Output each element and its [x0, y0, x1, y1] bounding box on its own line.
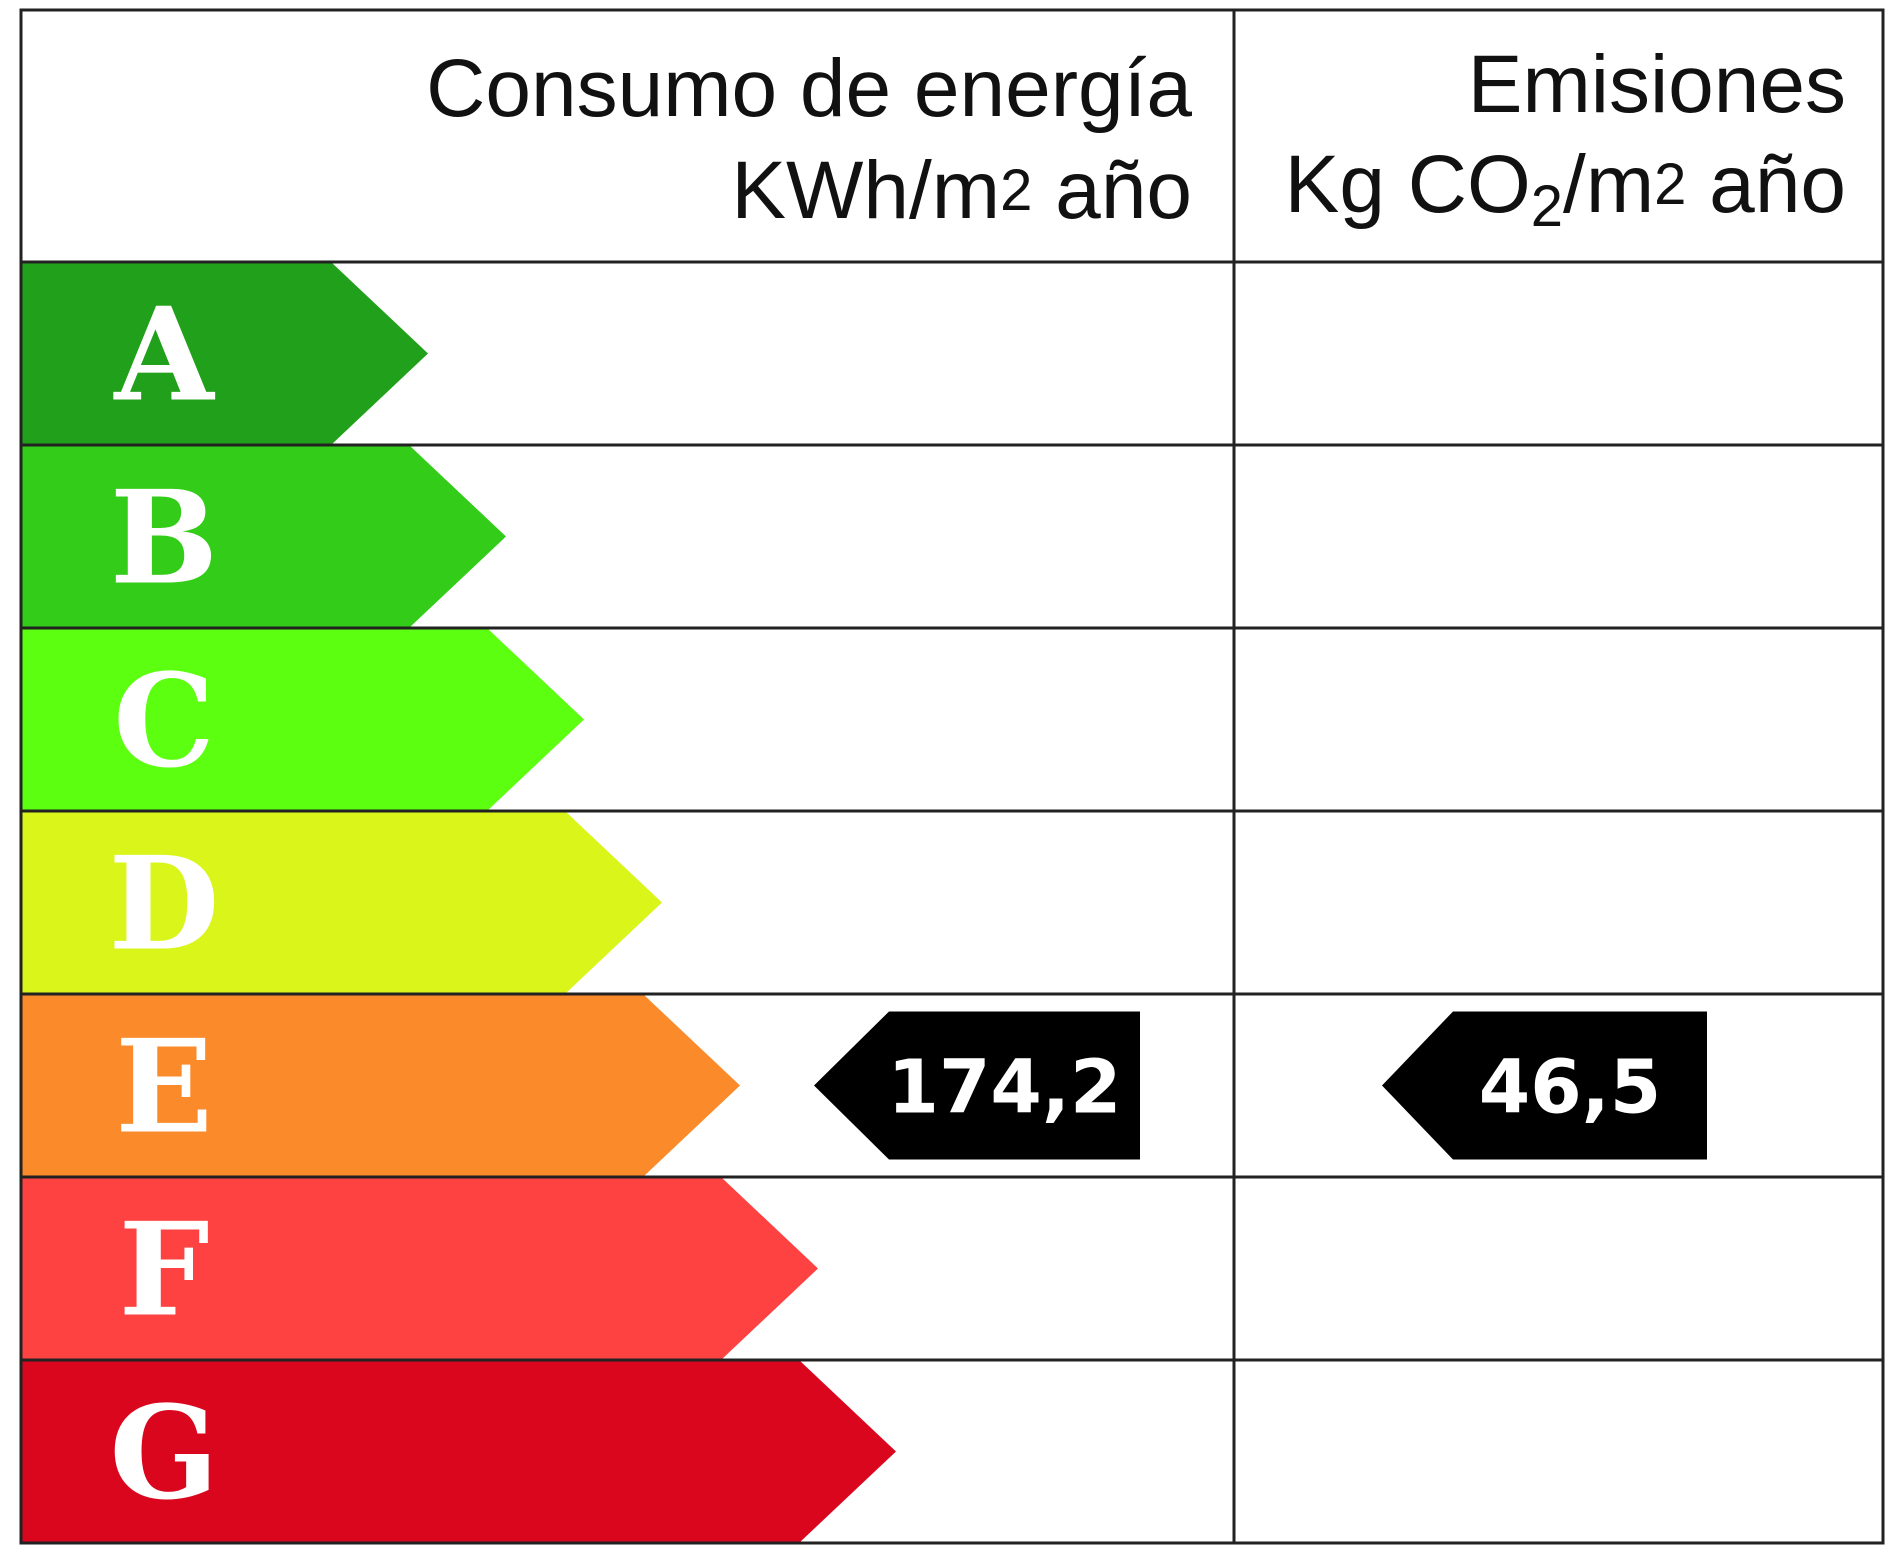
unit-part: año — [1686, 139, 1846, 230]
table-border — [19, 8, 1885, 1545]
emissions-unit: Kg CO2/m2 año — [1285, 139, 1846, 239]
class-letter: A — [113, 281, 215, 431]
class-letter: D — [109, 830, 220, 980]
unit-exponent: 2 — [1654, 152, 1686, 217]
unit-part: año — [1032, 145, 1192, 236]
class-letter: E — [115, 1013, 213, 1163]
value-marker — [814, 1011, 1140, 1160]
class-letter: F — [119, 1196, 210, 1346]
class-arrow — [21, 628, 584, 811]
class-letter: G — [109, 1379, 218, 1529]
class-letter: C — [113, 647, 215, 797]
class-arrow — [21, 1177, 818, 1360]
energy-unit: KWh/m2 año — [731, 145, 1192, 236]
class-arrow — [21, 262, 428, 445]
class-arrow — [21, 994, 740, 1177]
class-arrow — [21, 811, 662, 994]
class-letter: B — [110, 464, 218, 614]
energy-title: Consumo de energía — [426, 43, 1192, 134]
class-arrow — [21, 1360, 896, 1543]
class-arrow — [21, 445, 506, 628]
value-label: 46,5 — [1479, 1045, 1662, 1131]
unit-part: Kg CO — [1285, 139, 1531, 230]
unit-exponent: 2 — [1000, 158, 1032, 223]
value-label: 174,2 — [887, 1045, 1121, 1131]
unit-part: KWh/m — [731, 145, 1000, 236]
value-marker — [1382, 1011, 1707, 1160]
unit-part: /m — [1563, 139, 1654, 230]
unit-subscript: 2 — [1531, 174, 1563, 239]
emissions-title: Emisiones — [1468, 39, 1846, 130]
